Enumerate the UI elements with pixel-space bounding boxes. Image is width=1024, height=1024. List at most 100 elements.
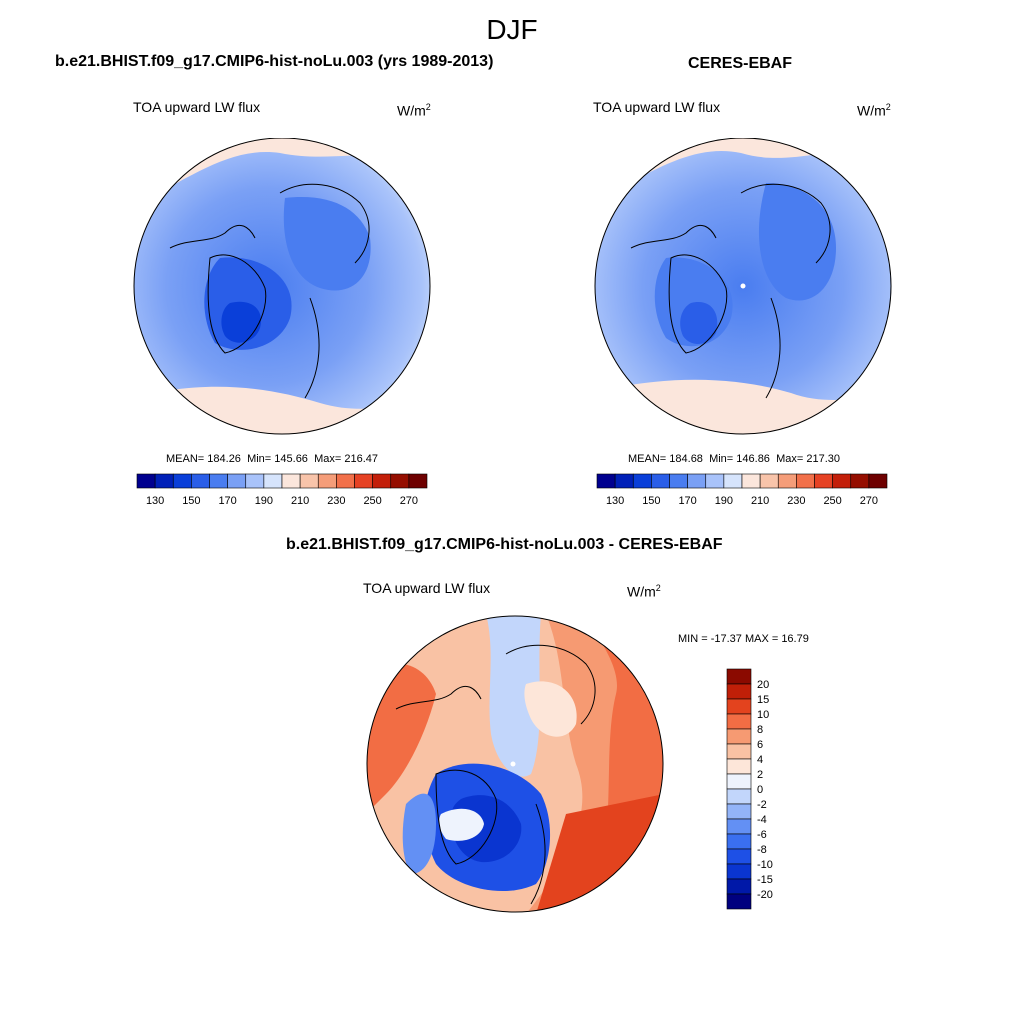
colorbar-tick-label: 2 [757,769,763,781]
colorbar-swatch [726,893,752,910]
diff-coastline-greenland [435,769,498,865]
colorbar-tick-label: -15 [757,874,773,886]
obs-stats: MEAN= 184.68 Min= 146.86 Max= 217.30 [628,453,840,465]
colorbar-swatch [726,683,752,700]
diff-cold-fringe [402,793,436,874]
colorbar-tick-label: 250 [363,495,381,507]
colorbar-swatch [614,473,634,489]
colorbar-swatch [136,473,156,489]
colorbar-swatch [191,473,210,489]
colorbar-tick-label: 15 [757,694,769,706]
diff-coastline-eurasia [505,644,596,905]
model-cold-core [221,301,261,343]
colorbar-swatch [687,473,707,489]
colorbar-tick-label: 170 [678,495,696,507]
colorbar-tick-label: 150 [182,495,200,507]
diff-panel-title: b.e21.BHIST.f09_g17.CMIP6-hist-noLu.003 … [286,536,723,553]
colorbar-swatch [726,863,752,880]
colorbar-swatch [726,728,752,745]
colorbar-swatch [596,473,616,489]
obs-cold-region-1 [758,183,836,301]
diff-minmax-label: MIN = -17.37 MAX = 16.79 [678,633,809,645]
colorbar-swatch [832,473,852,489]
colorbar-tick-label: 270 [400,495,418,507]
colorbar-tick-label: 210 [291,495,309,507]
diff-neutral-patch [524,681,577,737]
colorbar-swatch [726,773,752,790]
colorbar-tick-label: 6 [757,739,763,751]
colorbar-swatch [154,473,174,489]
colorbar-swatch [263,473,283,489]
model-coastline-greenland [207,254,267,354]
colorbar-swatch [354,473,373,489]
colorbar-swatch [726,668,752,685]
colorbar-tick-label: 270 [860,495,878,507]
diff-pole-hole [510,761,516,767]
colorbar-swatch [726,848,752,865]
colorbar-tick-label: 230 [787,495,805,507]
diff-neutral-channel [486,616,541,777]
colorbar-swatch [741,473,761,489]
colorbar-tick-label: -6 [757,829,767,841]
obs-coastline-greenland [668,254,728,354]
colorbar-swatch [868,473,888,489]
colorbar-tick-label: 230 [327,495,345,507]
colorbar-swatch [227,473,247,489]
colorbar-tick-label: 4 [757,754,763,766]
colorbar-tick-label: 210 [751,495,769,507]
colorbar-swatch [814,473,833,489]
colorbar-swatch [796,473,815,489]
colorbar-tick-label: 130 [146,495,164,507]
colorbar-tick-label: 190 [715,495,733,507]
colorbar-swatch [390,473,410,489]
colorbar-tick-label: 190 [255,495,273,507]
colorbar-tick-label: 170 [218,495,236,507]
obs-colorbar: 130 150 170 190 210 230 250 270 [596,473,888,507]
colorbar-swatch [705,473,725,489]
colorbar-swatch [726,788,752,805]
model-coastline-eurasia [279,183,370,399]
obs-cold-core [680,302,718,344]
colorbar-swatch [726,833,752,850]
colorbar-tick-label: 150 [642,495,660,507]
colorbar-tick-label: 130 [606,495,624,507]
obs-polar-map [594,138,892,435]
colorbar-tick-label: -20 [757,889,773,901]
colorbar-swatch [632,473,652,489]
colorbar-swatch [651,473,670,489]
diff-variable-label: TOA upward LW flux [363,580,491,596]
colorbar-swatch [777,473,797,489]
colorbar-swatch [408,473,428,489]
figure-title: DJF [486,14,538,45]
obs-units-label: W/m2 [857,102,891,119]
colorbar-swatch [172,473,192,489]
colorbar-tick-label: 20 [757,679,769,691]
colorbar-tick-label: -2 [757,799,767,811]
colorbar-swatch [336,473,355,489]
colorbar-swatch [723,473,743,489]
colorbar-tick-label: -4 [757,814,767,826]
model-variable-label: TOA upward LW flux [133,99,261,115]
colorbar-swatch [850,473,870,489]
model-polar-map [133,138,431,435]
colorbar-swatch [299,473,319,489]
colorbar-swatch [726,758,752,775]
colorbar-swatch [245,473,265,489]
colorbar-swatch [372,473,392,489]
colorbar-swatch [759,473,779,489]
obs-variable-label: TOA upward LW flux [593,99,721,115]
obs-panel-title: CERES-EBAF [688,55,793,72]
colorbar-swatch [726,803,752,820]
colorbar-swatch [726,698,752,715]
diff-coastline-america [395,685,482,710]
colorbar-tick-label: 10 [757,709,769,721]
diff-units-label: W/m2 [627,583,661,600]
difference-polar-map [366,615,664,913]
colorbar-swatch [726,743,752,760]
colorbar-tick-label: 8 [757,724,763,736]
colorbar-swatch [209,473,228,489]
colorbar-swatch [726,878,752,895]
colorbar-tick-label: 0 [757,784,763,796]
model-warm-band-bottom [134,386,430,434]
